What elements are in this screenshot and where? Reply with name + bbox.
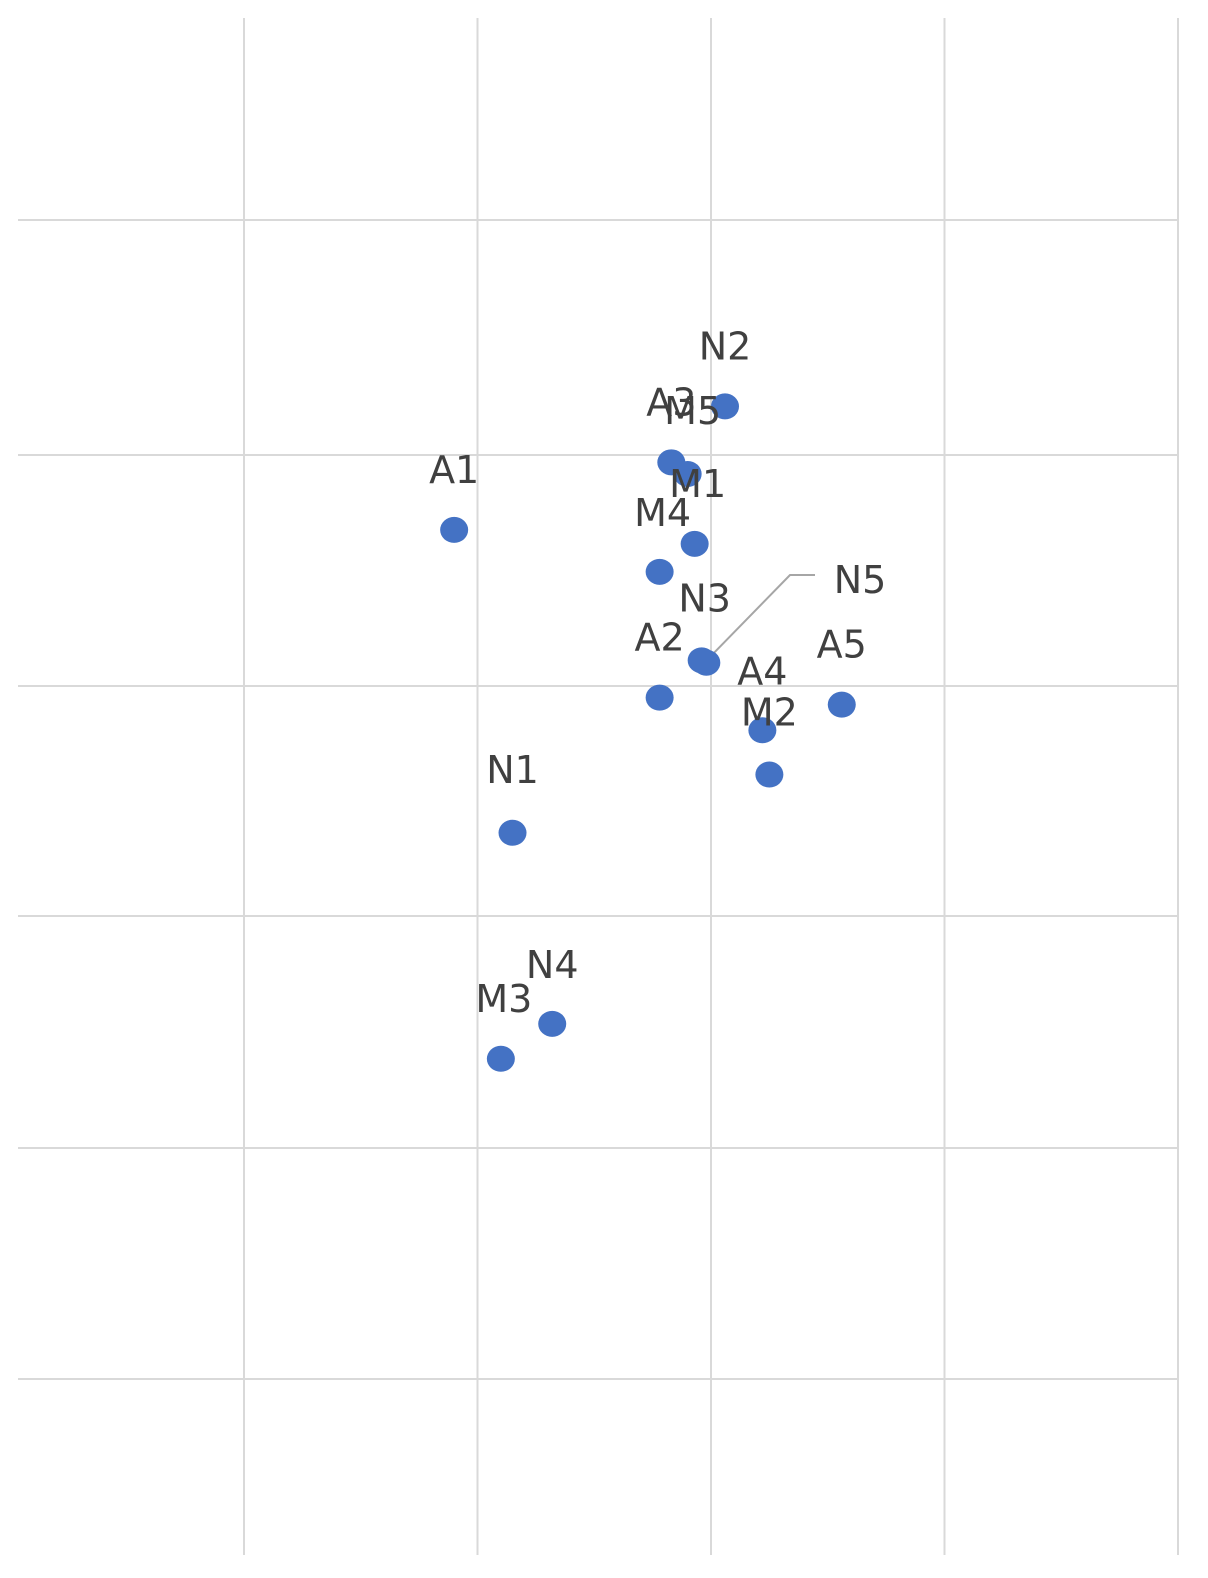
data-point-n5 bbox=[692, 649, 721, 676]
data-label-a2: A2 bbox=[635, 616, 685, 660]
data-label-a1: A1 bbox=[429, 448, 479, 492]
data-label-n4: N4 bbox=[526, 943, 579, 987]
data-point-m3 bbox=[486, 1045, 515, 1072]
data-label-n3: N3 bbox=[678, 576, 731, 620]
data-label-m5: M5 bbox=[664, 389, 721, 433]
data-label-n1: N1 bbox=[486, 748, 539, 792]
data-label-a3: A3 bbox=[646, 380, 696, 424]
data-point-n2 bbox=[711, 393, 740, 420]
data-point-n1 bbox=[498, 819, 527, 846]
data-points bbox=[440, 393, 856, 1072]
data-point-a5 bbox=[827, 691, 856, 718]
data-point-m1 bbox=[680, 530, 709, 557]
data-label-n5: N5 bbox=[834, 558, 887, 602]
data-label-m2: M2 bbox=[741, 691, 798, 735]
leader-line-n5 bbox=[705, 574, 815, 662]
data-point-m4 bbox=[645, 558, 674, 585]
data-point-n4 bbox=[538, 1010, 567, 1037]
data-point-a2 bbox=[645, 684, 674, 711]
grid bbox=[18, 18, 1179, 1555]
data-label-m1: M1 bbox=[669, 462, 726, 506]
data-label-a5: A5 bbox=[817, 623, 867, 667]
data-point-m2 bbox=[755, 761, 784, 788]
leader-lines bbox=[705, 574, 815, 662]
data-point-a1 bbox=[440, 516, 469, 543]
data-point-m5 bbox=[673, 460, 702, 487]
data-label-a4: A4 bbox=[737, 649, 787, 693]
data-label-m4: M4 bbox=[634, 491, 691, 535]
data-label-n2: N2 bbox=[699, 324, 752, 368]
data-label-m3: M3 bbox=[475, 977, 532, 1021]
data-point-a4 bbox=[748, 717, 777, 744]
